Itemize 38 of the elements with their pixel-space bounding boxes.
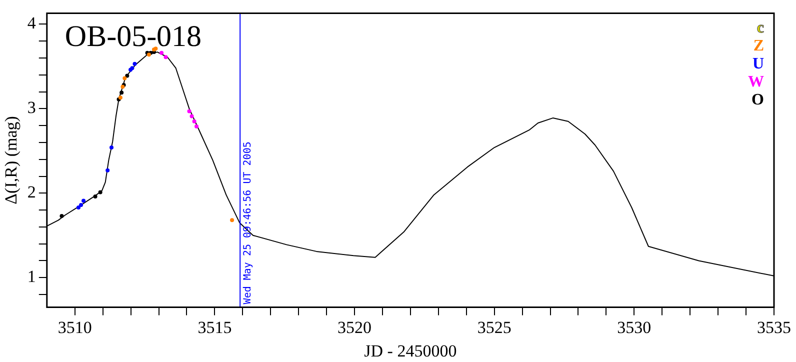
point: [230, 218, 234, 222]
point: [82, 198, 86, 203]
point: [76, 206, 80, 210]
y-tick-label: 2: [27, 182, 36, 202]
point: [110, 146, 114, 150]
point: [60, 214, 64, 218]
point: [79, 202, 84, 207]
point: [122, 76, 127, 80]
x-tick-label: 3525: [477, 318, 512, 337]
point: [93, 194, 98, 199]
point: [120, 90, 124, 95]
point: [192, 119, 196, 124]
x-axis-title: JD - 2450000: [364, 341, 457, 360]
y-tick-label: 3: [27, 98, 36, 118]
annotation: Wed May 25 09:46:56 UT 2005: [242, 142, 254, 304]
x-tick-label: 3510: [58, 318, 92, 337]
x-tick-label: 3515: [198, 318, 232, 337]
point: [125, 74, 130, 78]
point: [164, 55, 168, 60]
x-tick-label: 3530: [617, 318, 652, 337]
text: O: [752, 91, 764, 108]
point: [194, 124, 199, 128]
y-tick-label: 1: [27, 267, 36, 286]
point: [106, 168, 110, 172]
chart-title: OB-05-018: [64, 20, 202, 54]
point: [98, 190, 102, 194]
text: W: [748, 73, 764, 90]
y-axis-title: Δ(I,R) (mag): [2, 116, 21, 204]
x-tick-label: 3535: [757, 318, 791, 337]
point: [132, 62, 137, 66]
legend-label: c: [756, 19, 764, 36]
text: U: [752, 55, 764, 72]
text: Z: [753, 37, 764, 54]
point: [187, 109, 192, 114]
x-tick-label: 3520: [338, 318, 372, 337]
point: [190, 114, 194, 118]
point: [160, 50, 164, 55]
y-tick-label: 4: [27, 14, 36, 33]
